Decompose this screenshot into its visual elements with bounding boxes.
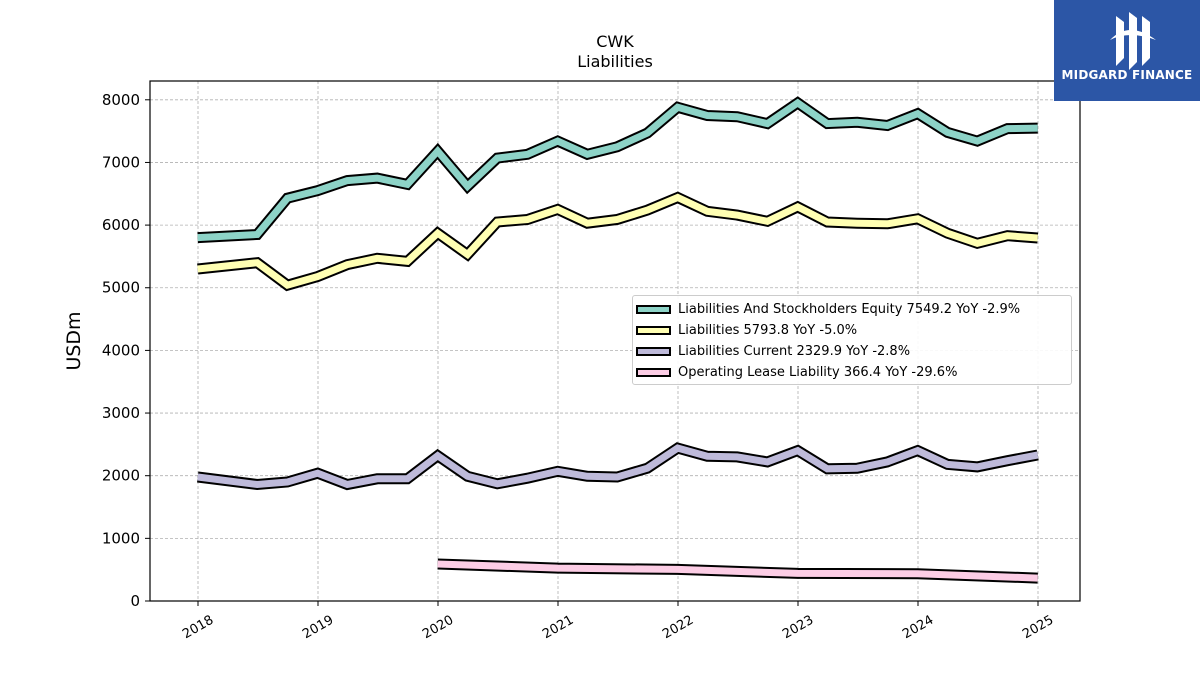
y-tick-label: 8000 xyxy=(102,91,140,109)
x-tick-label: 2018 xyxy=(180,613,216,643)
x-tick-label: 2023 xyxy=(780,613,816,643)
y-tick-label: 2000 xyxy=(102,467,140,485)
x-tick-label: 2021 xyxy=(540,613,576,643)
x-tick-label: 2024 xyxy=(900,613,936,643)
legend-label: Liabilities Current 2329.9 YoY -2.8% xyxy=(678,344,911,359)
legend-label: Liabilities 5793.8 YoY -5.0% xyxy=(678,323,858,338)
x-tick-label: 2020 xyxy=(420,613,456,643)
logo-text: MIDGARD FINANCE xyxy=(1061,68,1193,82)
legend-entry: Operating Lease Liability 366.4 YoY -29.… xyxy=(633,362,1071,383)
series-line-0 xyxy=(197,98,1038,242)
brand-logo: MIDGARD FINANCE xyxy=(1054,0,1200,101)
legend-entry: Liabilities Current 2329.9 YoY -2.8% xyxy=(633,341,1071,362)
x-tick-label: 2019 xyxy=(300,613,336,643)
midgard-logo-icon xyxy=(1110,12,1156,70)
series-line-1 xyxy=(197,193,1038,290)
legend-swatch-equity xyxy=(636,305,671,314)
series-line-2 xyxy=(197,444,1039,489)
chart-title: CWK xyxy=(596,32,634,51)
y-tick-label: 7000 xyxy=(102,153,140,171)
x-tick-label: 2025 xyxy=(1020,613,1056,643)
series-layer xyxy=(197,96,1039,584)
chart-subtitle: Liabilities xyxy=(577,52,653,71)
y-tick-label: 6000 xyxy=(102,216,140,234)
series-line-3 xyxy=(437,560,1038,582)
y-tick-label: 3000 xyxy=(102,404,140,422)
legend-swatch-liabilities xyxy=(636,326,671,335)
legend-label: Liabilities And Stockholders Equity 7549… xyxy=(678,302,1021,317)
legend-swatch-current xyxy=(636,347,671,356)
chart-legend: Liabilities And Stockholders Equity 7549… xyxy=(632,295,1072,385)
y-axis-label: USDm xyxy=(63,311,85,370)
y-tick-label: 5000 xyxy=(102,279,140,297)
legend-entry: Liabilities 5793.8 YoY -5.0% xyxy=(633,320,1071,341)
y-tick-label: 1000 xyxy=(102,529,140,547)
legend-label: Operating Lease Liability 366.4 YoY -29.… xyxy=(678,365,958,380)
y-tick-label: 4000 xyxy=(102,341,140,359)
legend-swatch-lease xyxy=(636,368,671,377)
legend-entry: Liabilities And Stockholders Equity 7549… xyxy=(633,299,1071,320)
plot-frame xyxy=(149,80,1081,602)
x-tick-label: 2022 xyxy=(660,613,696,643)
y-tick-label: 0 xyxy=(130,592,140,610)
